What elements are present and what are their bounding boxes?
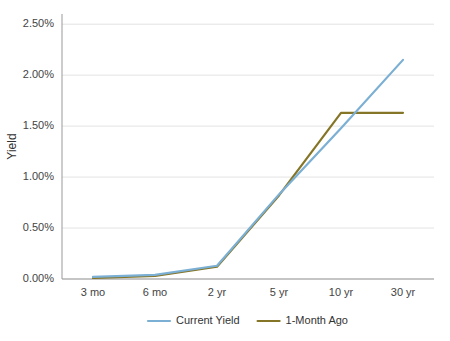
x-tick-label: 6 mo [143, 286, 167, 298]
grid-line [62, 228, 434, 229]
legend: Current Yield 1-Month Ago [148, 314, 348, 326]
series-group [93, 60, 403, 278]
y-tick-label: 0.00% [23, 272, 54, 284]
x-axis: 3 mo 6 mo 2 yr 5 yr 10 yr 30 yr [62, 279, 434, 298]
y-tick-label: 2.50% [23, 17, 54, 29]
x-tick-label: 30 yr [391, 286, 416, 298]
grid [62, 24, 434, 279]
y-axis: 0.00% 0.50% 1.00% 1.50% 2.00% 2.50% [23, 14, 62, 284]
legend-label: 1-Month Ago [286, 314, 348, 326]
y-axis-line [62, 14, 63, 279]
grid-line [62, 279, 434, 280]
legend-item: Current Yield [148, 314, 240, 326]
x-axis-line [62, 279, 434, 280]
y-tick-label: 1.50% [23, 119, 54, 131]
x-tick-label: 5 yr [270, 286, 289, 298]
grid-line [62, 24, 434, 25]
legend-item: 1-Month Ago [258, 314, 348, 326]
grid-line [62, 177, 434, 178]
chart: 0.00% 0.50% 1.00% 1.50% 2.00% 2.50% Yield 3 mo 6… [0, 0, 450, 341]
y-tick-label: 0.50% [23, 221, 54, 233]
series-line [93, 60, 403, 277]
y-tick-label: 1.00% [23, 170, 54, 182]
x-tick-label: 3 mo [81, 286, 105, 298]
grid-line [62, 75, 434, 76]
x-tick-label: 10 yr [329, 286, 354, 298]
legend-label: Current Yield [176, 314, 240, 326]
y-tick-label: 2.00% [23, 68, 54, 80]
legend-swatch [258, 320, 280, 322]
grid-line [62, 126, 434, 127]
y-axis-label: Yield [5, 133, 19, 159]
legend-swatch [148, 320, 170, 322]
x-tick-label: 2 yr [208, 286, 227, 298]
series-line [93, 113, 403, 278]
